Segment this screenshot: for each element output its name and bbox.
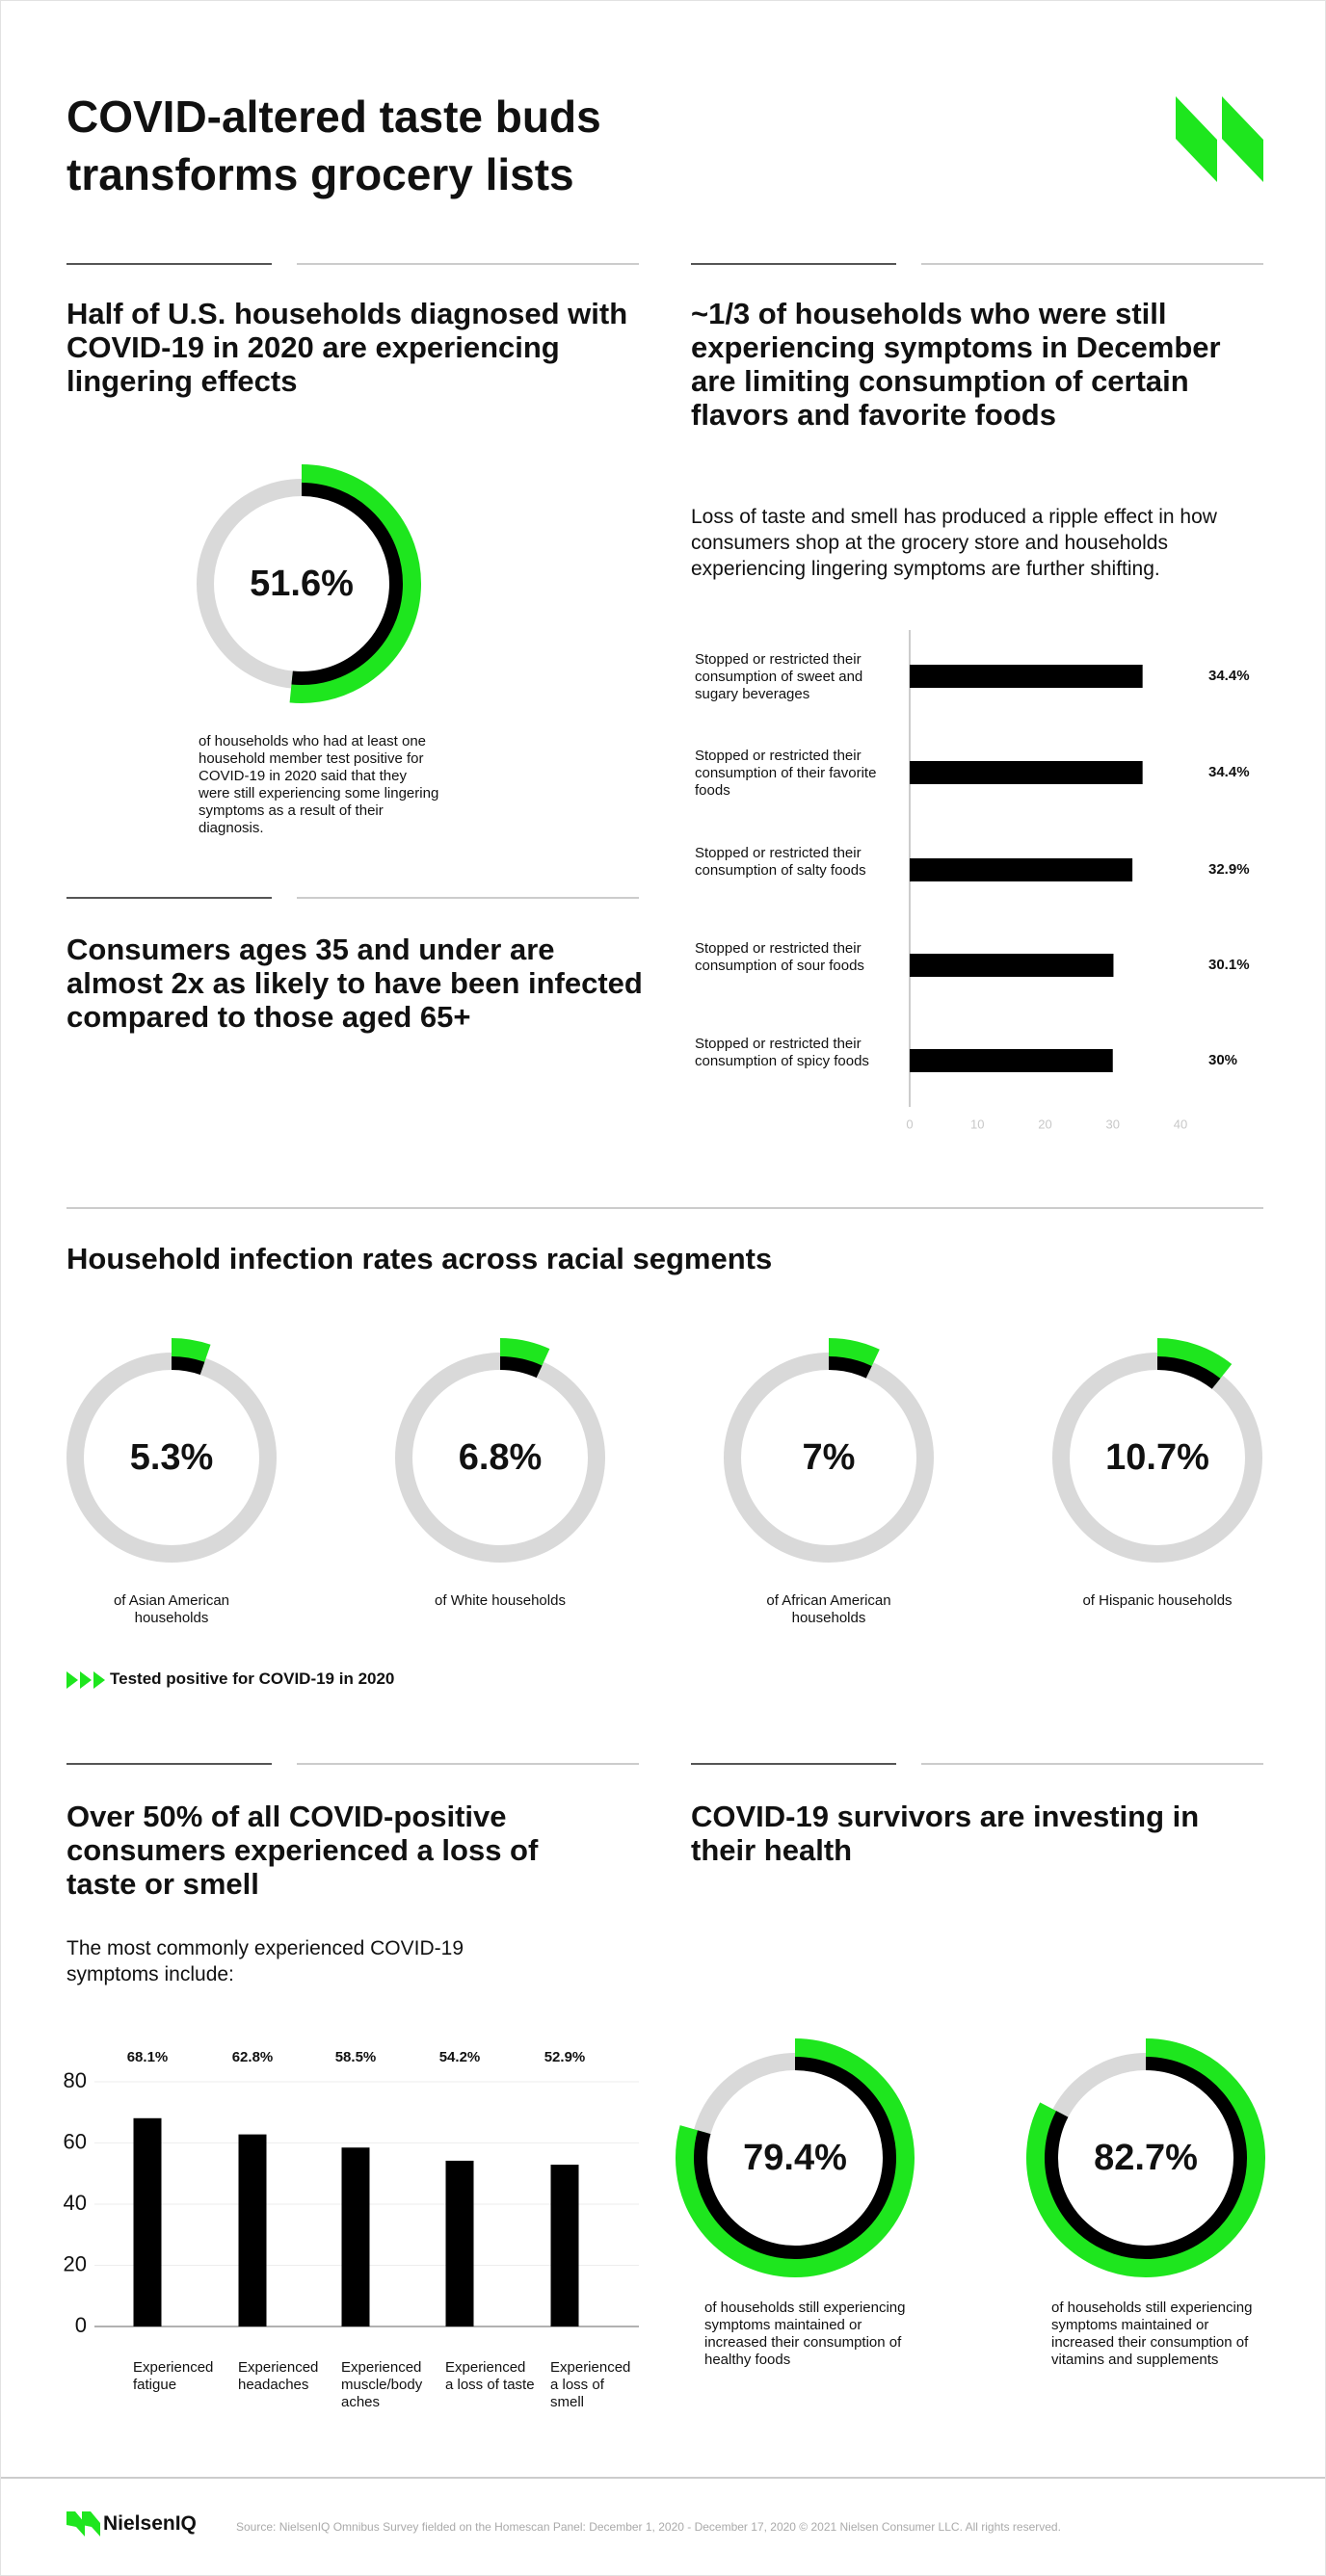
donut-value-label: 7% bbox=[803, 1437, 856, 1478]
bar bbox=[133, 2117, 162, 2326]
category-label: Stopped or restricted their consumption … bbox=[695, 651, 863, 702]
donut-arc bbox=[828, 1338, 880, 1375]
donut-arc-inner bbox=[499, 1356, 543, 1379]
category-label: Experienced muscle/body aches bbox=[341, 2359, 423, 2410]
y-tick-label: 40 bbox=[64, 2191, 87, 2215]
donut-arc bbox=[1156, 1338, 1233, 1386]
x-tick-label: 0 bbox=[906, 1117, 913, 1131]
bar bbox=[910, 665, 1143, 688]
footer-brand: NielsenIQ bbox=[103, 2512, 197, 2535]
donut-arc bbox=[289, 464, 421, 703]
category-label: Stopped or restricted their consumption … bbox=[695, 748, 877, 799]
section-heading: Household infection rates across racial … bbox=[66, 1242, 773, 1275]
donut-value-label: 6.8% bbox=[459, 1437, 543, 1478]
logo-shape bbox=[1222, 96, 1263, 182]
bar bbox=[238, 2134, 267, 2326]
category-label: Stopped or restricted their consumption … bbox=[695, 940, 864, 974]
value-label: 32.9% bbox=[1208, 861, 1250, 878]
donut-arc-inner bbox=[1156, 1356, 1221, 1389]
donut-caption: of Asian American households bbox=[113, 1592, 230, 1626]
donut-arc bbox=[676, 2038, 915, 2277]
value-label: 54.2% bbox=[439, 2049, 481, 2065]
dividers bbox=[1, 263, 1325, 2479]
donut-arc bbox=[499, 1338, 550, 1374]
section-heading: ~1/3 of households who were still experi… bbox=[691, 297, 1221, 432]
value-label: 58.5% bbox=[335, 2049, 377, 2065]
legend-marker bbox=[93, 1671, 105, 1689]
donut-arc bbox=[1026, 2038, 1265, 2277]
value-label: 30% bbox=[1208, 1052, 1237, 1068]
donut-arc-inner bbox=[171, 1356, 205, 1376]
value-label: 34.4% bbox=[1208, 668, 1250, 684]
category-label: Experienced a loss of smell bbox=[550, 2359, 631, 2410]
legend-marker bbox=[66, 1671, 78, 1689]
x-tick-label: 30 bbox=[1106, 1117, 1120, 1131]
bar bbox=[550, 2165, 579, 2326]
donut-value-label: 82.7% bbox=[1094, 2138, 1198, 2178]
category-label: Stopped or restricted their consumption … bbox=[695, 1036, 869, 1069]
section-text: Loss of taste and smell has produced a r… bbox=[691, 506, 1217, 580]
category-label: Experienced headaches bbox=[238, 2359, 319, 2393]
donut-arc-inner bbox=[828, 1356, 872, 1379]
donut-arc-inner bbox=[291, 483, 403, 685]
category-label: Experienced fatigue bbox=[133, 2359, 214, 2393]
footer-logo-shape bbox=[66, 2511, 85, 2537]
donut-value-label: 10.7% bbox=[1105, 1437, 1209, 1478]
donut-value-label: 51.6% bbox=[250, 564, 354, 604]
bar bbox=[910, 761, 1143, 784]
section-heading: Over 50% of all COVID-positive consumers… bbox=[66, 1800, 539, 1901]
legend-marker bbox=[80, 1671, 92, 1689]
y-tick-label: 60 bbox=[64, 2129, 87, 2153]
y-tick-label: 20 bbox=[64, 2251, 87, 2275]
donut-caption: of households still experiencing symptom… bbox=[1051, 2300, 1253, 2368]
page-title: COVID-altered taste buds transforms groc… bbox=[66, 92, 601, 199]
footer-logo-shape bbox=[82, 2511, 100, 2537]
value-label: 34.4% bbox=[1208, 764, 1250, 780]
donut-value-label: 79.4% bbox=[743, 2138, 847, 2178]
donut-caption: of households who had at least one house… bbox=[199, 733, 439, 836]
y-tick-label: 0 bbox=[75, 2313, 87, 2337]
value-label: 52.9% bbox=[544, 2049, 586, 2065]
category-label: Stopped or restricted their consumption … bbox=[695, 845, 866, 879]
value-label: 68.1% bbox=[127, 2049, 169, 2065]
donut-value-label: 5.3% bbox=[130, 1437, 214, 1478]
legend-label: Tested positive for COVID-19 in 2020 bbox=[110, 1669, 395, 1688]
donut-caption: of White households bbox=[435, 1592, 566, 1609]
bar bbox=[910, 954, 1114, 977]
x-tick-label: 40 bbox=[1174, 1117, 1187, 1131]
section-heading: COVID-19 survivors are investing in thei… bbox=[691, 1800, 1200, 1867]
bar bbox=[341, 2147, 370, 2326]
bar bbox=[445, 2160, 474, 2326]
x-tick-label: 10 bbox=[970, 1117, 984, 1131]
y-tick-label: 80 bbox=[64, 2068, 87, 2092]
donut-arc-inner bbox=[1045, 2057, 1247, 2259]
section-heading: Consumers ages 35 and under are almost 2… bbox=[66, 933, 643, 1034]
category-label: Experienced a loss of taste bbox=[445, 2359, 535, 2393]
bar bbox=[910, 858, 1133, 881]
logo-shape bbox=[1176, 96, 1217, 182]
donut-arc-inner bbox=[694, 2057, 896, 2259]
section-text: The most commonly experienced COVID-19 s… bbox=[66, 1937, 464, 1985]
value-label: 30.1% bbox=[1208, 957, 1250, 973]
value-label: 62.8% bbox=[232, 2049, 274, 2065]
donut-arc bbox=[171, 1338, 211, 1371]
bar bbox=[910, 1049, 1113, 1072]
donut-caption: of households still experiencing symptom… bbox=[704, 2300, 906, 2368]
x-tick-label: 20 bbox=[1038, 1117, 1051, 1131]
donut-caption: of Hispanic households bbox=[1082, 1592, 1233, 1609]
donut-caption: of African American households bbox=[766, 1592, 891, 1626]
footer-source: Source: NielsenIQ Omnibus Survey fielded… bbox=[236, 2520, 1061, 2534]
section-heading: Half of U.S. households diagnosed with C… bbox=[66, 297, 628, 398]
